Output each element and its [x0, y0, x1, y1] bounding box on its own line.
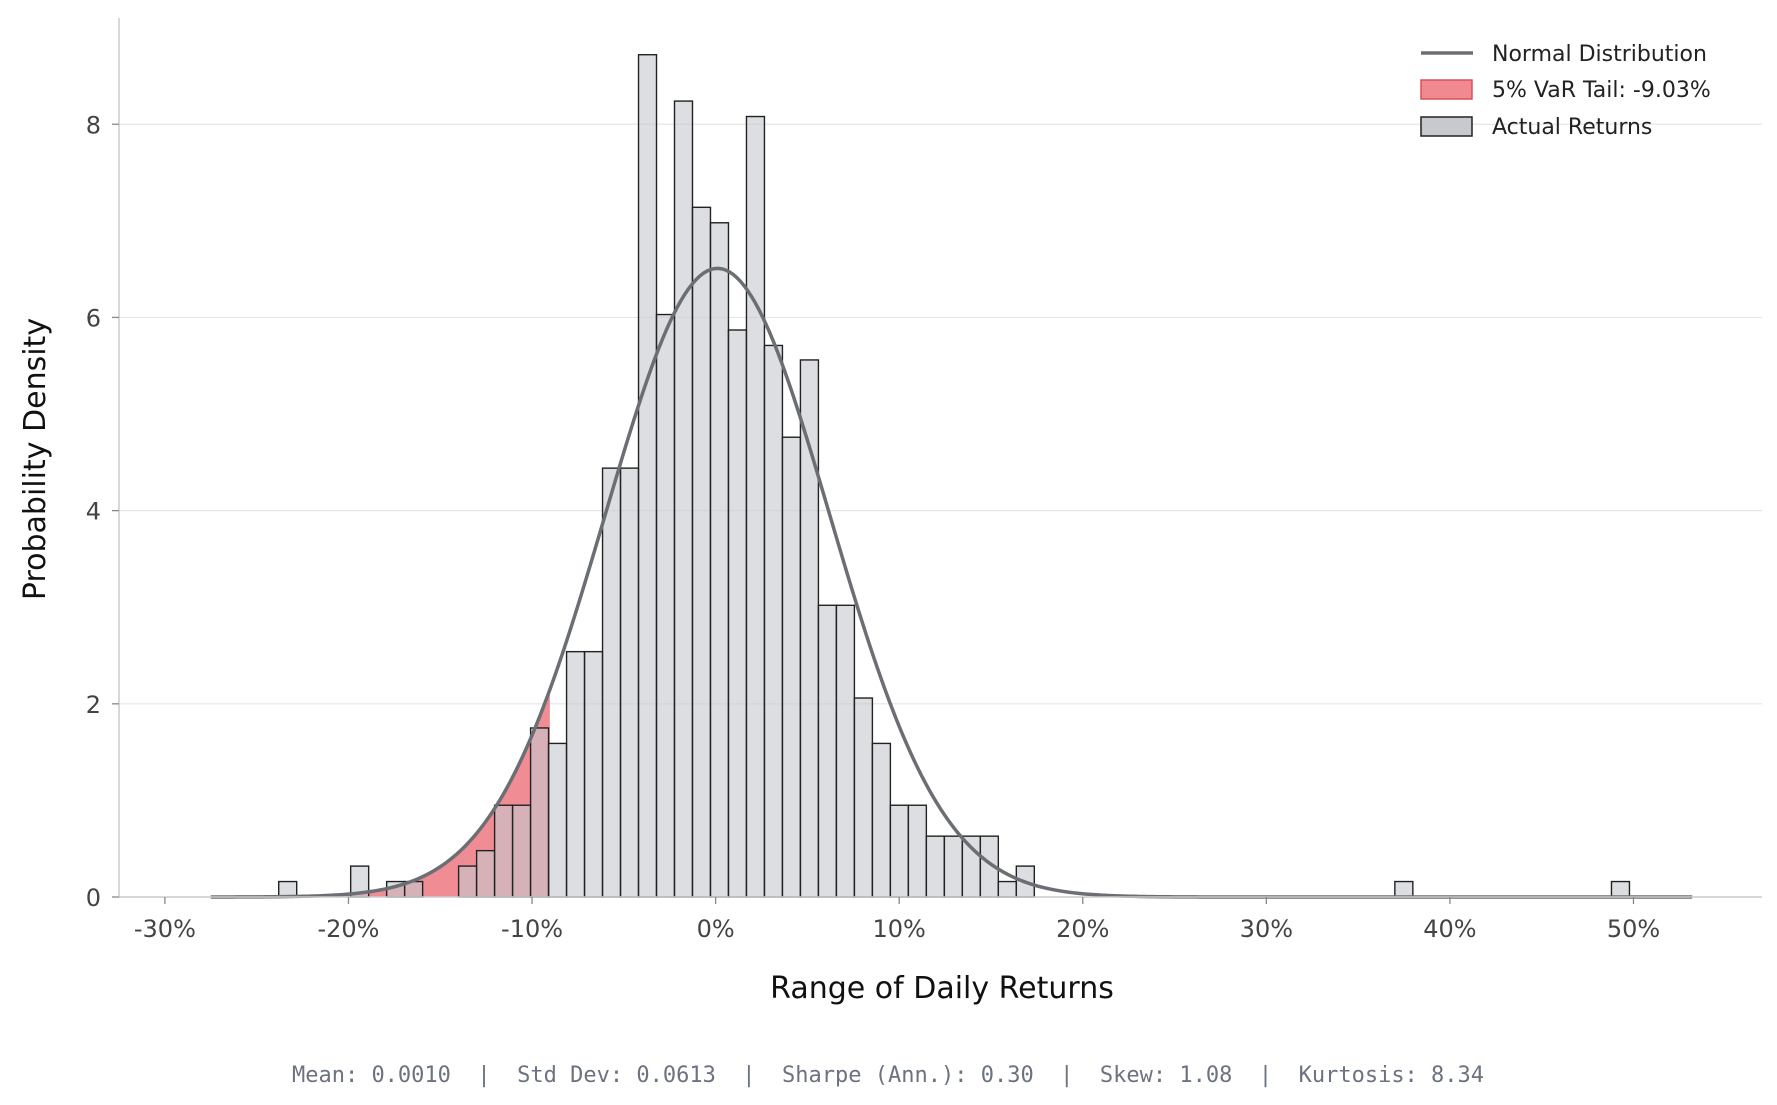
x-tick-label: 20% [1056, 915, 1109, 943]
legend-label-actual: Actual Returns [1492, 115, 1652, 140]
x-tick-label: 30% [1240, 915, 1293, 943]
histogram-bars [278, 54, 1631, 898]
y-tick-label: 6 [86, 304, 101, 332]
x-tick-label: 40% [1423, 915, 1476, 943]
histogram-bar [655, 313, 676, 898]
x-axis-title: Range of Daily Returns [770, 971, 1114, 1006]
histogram-bar [907, 804, 928, 898]
x-tick-label: 0% [697, 915, 735, 943]
histogram-bar [799, 359, 820, 898]
histogram-bar [565, 650, 586, 898]
histogram-bar [511, 804, 532, 898]
y-tick-label: 0 [86, 884, 101, 912]
histogram-bar [637, 54, 658, 898]
histogram-bar [853, 697, 874, 898]
histogram-bar [763, 344, 784, 898]
histogram-bar [727, 329, 748, 898]
histogram-bar [547, 742, 568, 898]
legend-label-var-tail: 5% VaR Tail: -9.03% [1492, 78, 1711, 103]
histogram-bar [817, 604, 838, 898]
normal-curve-layer [210, 266, 1693, 899]
histogram-bar [1610, 880, 1631, 898]
summary-statistics: Mean: 0.0010 | Std Dev: 0.0613 | Sharpe … [292, 1063, 1484, 1088]
histogram-bar [278, 880, 298, 898]
histogram-bar [997, 880, 1018, 898]
histogram-bar [673, 100, 694, 898]
histogram-bar [781, 436, 802, 898]
histogram-bar [475, 849, 496, 898]
gridlines [119, 123, 1762, 705]
y-axis-title: Probability Density [18, 318, 53, 600]
histogram-bar [691, 206, 712, 898]
legend-hist-swatch [1420, 116, 1473, 137]
histogram-bar [871, 742, 892, 898]
histogram-bar [835, 604, 856, 898]
normal-curve [210, 266, 1693, 899]
histogram-bar [745, 115, 766, 898]
legend-tail-swatch [1420, 79, 1473, 100]
histogram-bar [889, 804, 910, 898]
axes [118, 18, 1762, 898]
histogram-bar [457, 865, 478, 898]
y-tick-label: 4 [86, 498, 101, 526]
y-tick-label: 2 [86, 691, 101, 719]
histogram-bar [925, 835, 946, 898]
histogram-bar [493, 804, 514, 898]
x-tick-label: -10% [501, 915, 563, 943]
tick-labels: -30% -20% -10% 0% 10% 20% 30% 40% 50% 0 2 4 6 8 [86, 111, 1660, 943]
histogram-bar [601, 467, 622, 898]
x-tick-label: 50% [1607, 915, 1660, 943]
x-tick-label: -30% [134, 915, 196, 943]
histogram-bar [583, 650, 604, 898]
histogram-bar [619, 467, 640, 898]
x-tick-label: 10% [873, 915, 926, 943]
legend: Normal Distribution 5% VaR Tail: -9.03% … [1420, 42, 1711, 140]
histogram-bar [943, 835, 964, 898]
x-tick-label: -20% [317, 915, 379, 943]
histogram-bar [709, 222, 730, 898]
histogram-bar [529, 727, 550, 898]
histogram-bar [1394, 880, 1414, 898]
legend-label-normal: Normal Distribution [1492, 42, 1707, 67]
y-tick-label: 8 [86, 111, 101, 139]
